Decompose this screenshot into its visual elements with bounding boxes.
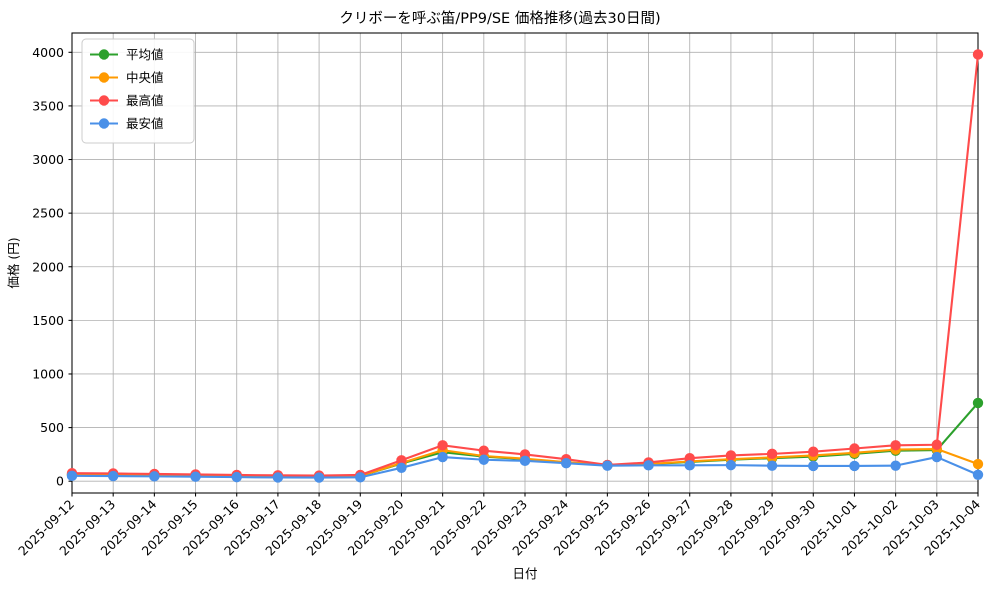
data-point xyxy=(107,470,119,482)
legend-swatch-marker xyxy=(98,95,110,106)
x-axis-label: 日付 xyxy=(512,566,537,581)
data-point xyxy=(972,49,984,60)
y-tick-label: 1500 xyxy=(32,313,64,328)
data-point xyxy=(355,472,366,483)
data-point xyxy=(519,455,531,467)
legend-item-1[interactable]: 平均値 xyxy=(90,47,164,62)
data-point xyxy=(766,448,778,460)
legend-item-3[interactable]: 最高値 xyxy=(90,93,164,108)
data-point xyxy=(190,471,201,482)
data-point xyxy=(849,460,860,472)
y-tick-label: 3000 xyxy=(32,152,64,167)
data-point xyxy=(66,470,78,482)
data-series-layer xyxy=(66,49,984,483)
data-point xyxy=(808,446,819,457)
y-tick-label: 0 xyxy=(56,474,64,489)
chart-title: クリボーを呼ぶ笛/PP9/SE 価格推移(過去30日間) xyxy=(339,10,660,27)
data-point xyxy=(725,450,737,461)
y-axis-label: 価格 (円) xyxy=(6,237,21,288)
data-point xyxy=(972,397,984,409)
data-point xyxy=(890,440,901,451)
data-point xyxy=(396,462,407,474)
data-point xyxy=(396,455,407,466)
data-point xyxy=(890,460,901,471)
data-point xyxy=(437,451,448,463)
data-point xyxy=(972,458,984,470)
legend-label: 平均値 xyxy=(126,47,164,62)
legend-box xyxy=(81,38,195,144)
legend-swatch-marker xyxy=(98,72,110,83)
data-point xyxy=(272,472,284,483)
legend-item-4[interactable]: 最安値 xyxy=(90,116,164,131)
y-tick-label: 1000 xyxy=(32,366,64,381)
legend-label: 最安値 xyxy=(126,116,164,131)
data-point xyxy=(231,471,242,483)
legend-swatch-marker xyxy=(98,49,110,60)
y-tick-label: 2000 xyxy=(32,259,64,274)
data-point xyxy=(725,459,737,471)
y-tick-label: 3500 xyxy=(32,98,64,113)
data-point xyxy=(684,460,695,471)
data-point xyxy=(684,452,695,464)
legend-swatch-marker xyxy=(98,118,110,129)
legend-item-2[interactable]: 中央値 xyxy=(90,70,164,85)
y-tick-label: 4000 xyxy=(32,45,64,60)
legend-label: 最高値 xyxy=(126,93,164,108)
data-point xyxy=(602,460,613,471)
data-point xyxy=(849,443,860,454)
data-point xyxy=(931,439,943,450)
data-point xyxy=(478,445,490,456)
data-point xyxy=(313,472,325,483)
data-point xyxy=(972,469,984,480)
data-point xyxy=(766,460,778,471)
data-point xyxy=(931,451,943,463)
axis-label-layer: 日付 価格 (円) xyxy=(6,237,538,581)
data-point xyxy=(149,471,160,482)
data-point xyxy=(478,454,490,465)
y-tick-label: 2500 xyxy=(32,206,64,221)
data-point xyxy=(437,440,448,451)
legend-label: 中央値 xyxy=(126,70,164,85)
series-4 xyxy=(66,451,984,483)
data-point xyxy=(643,460,654,471)
data-point xyxy=(560,457,572,469)
y-tick-label: 500 xyxy=(40,420,64,435)
data-point xyxy=(808,460,819,472)
